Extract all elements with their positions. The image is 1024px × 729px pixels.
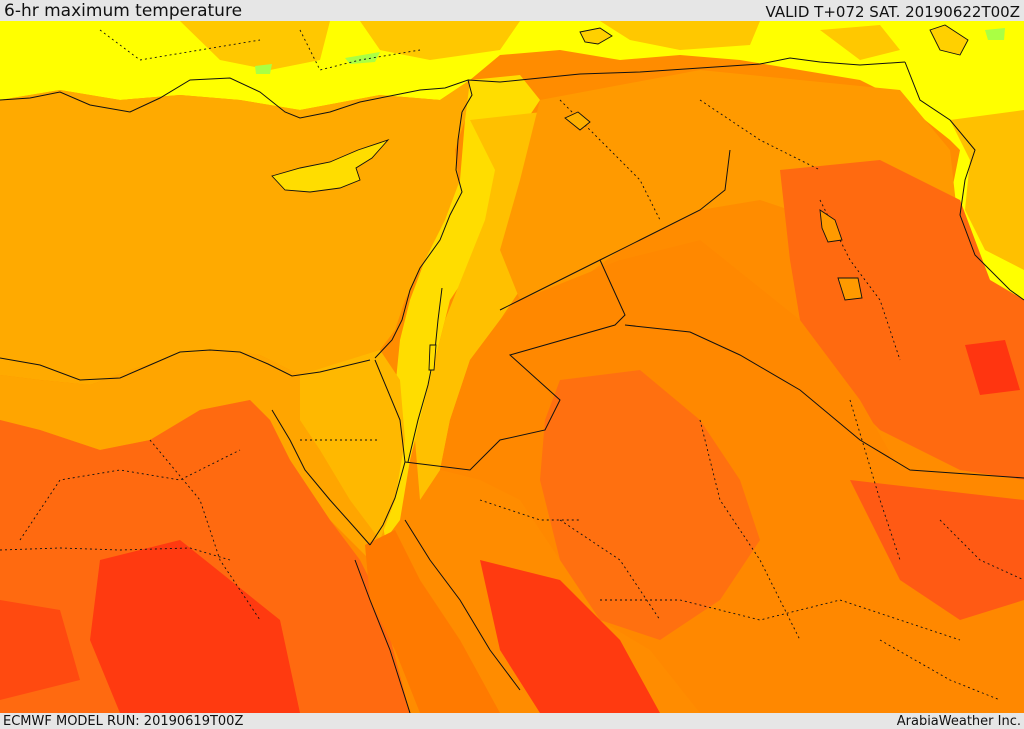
- lake-assad: [564, 111, 591, 131]
- border-jordan-saudi: [404, 259, 626, 471]
- cyprus: [271, 139, 390, 193]
- footer-bar: ECMWF MODEL RUN: 20190619T00Z ArabiaWeat…: [0, 713, 1024, 729]
- syria-orange: [500, 70, 960, 300]
- arabia-deep: [540, 370, 760, 640]
- border-iraq-saudi: [624, 324, 1024, 479]
- red-sea-east: [404, 519, 521, 691]
- border-iraq-iran: [904, 61, 1024, 301]
- model-run-label: ECMWF MODEL RUN: 20190619T00Z: [3, 714, 244, 729]
- red-sea: [365, 530, 500, 713]
- valid-time: VALID T+072 SAT. 20190622T00Z: [765, 3, 1020, 21]
- lake-razazah: [837, 277, 863, 301]
- iran-amber: [950, 110, 1024, 270]
- turkey-coast: [0, 77, 473, 119]
- lake-van: [579, 27, 613, 45]
- egypt-red: [90, 540, 300, 713]
- egypt-red2: [0, 600, 80, 700]
- temperature-map[interactable]: [0, 21, 1024, 713]
- sinai-amber: [300, 350, 405, 540]
- arabia-red: [480, 560, 660, 713]
- iraq-red: [965, 340, 1020, 395]
- suez-gulf: [271, 409, 371, 546]
- border-israel-egypt: [374, 359, 406, 463]
- map-canvas: [0, 21, 1024, 713]
- dead-sea: [428, 344, 437, 371]
- arabia-red-east: [850, 480, 1024, 620]
- border-syria-iraq: [499, 149, 731, 311]
- aqaba-gulf: [369, 461, 406, 546]
- header-bar: 6-hr maximum temperature VALID T+072 SAT…: [0, 0, 1024, 21]
- lake-tharthar: [819, 209, 843, 243]
- egypt-coast: [0, 349, 371, 381]
- lake-urmia: [929, 24, 969, 56]
- red-sea-west: [354, 559, 411, 713]
- map-title: 6-hr maximum temperature: [4, 1, 243, 21]
- north-amber-patches: [180, 21, 900, 70]
- provincial-borders: [0, 29, 1024, 701]
- egypt-orange: [0, 350, 395, 560]
- credit-label: ArabiaWeather Inc.: [896, 714, 1021, 729]
- border-syria-turkey: [467, 57, 906, 83]
- levant-coast: [374, 111, 463, 359]
